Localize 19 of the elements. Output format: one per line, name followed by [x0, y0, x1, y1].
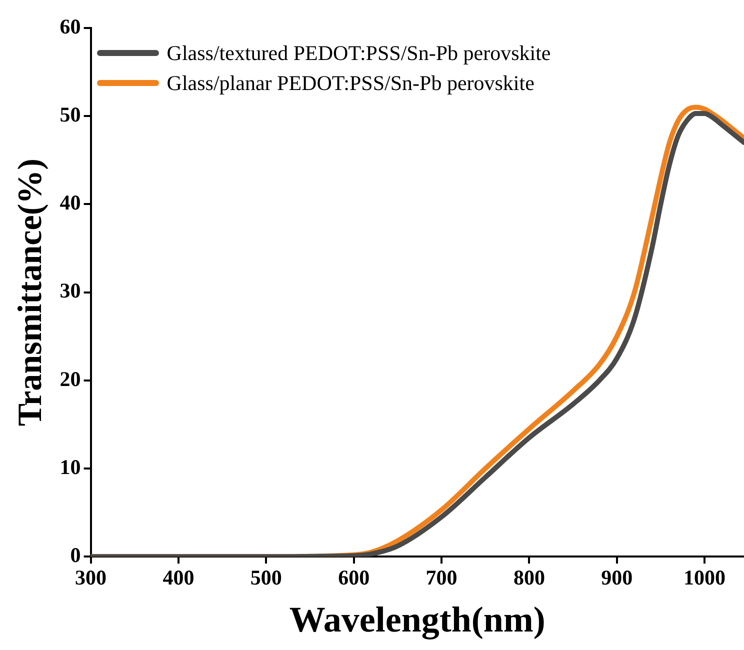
- legend-label: Glass/textured PEDOT:PSS/Sn-Pb perovskite: [166, 40, 551, 67]
- x-tick-label: 600: [338, 566, 370, 590]
- x-axis-title: Wavelength(nm): [289, 600, 546, 640]
- y-axis-title: Transmittance(%): [12, 158, 50, 426]
- y-tick-label: 60: [60, 14, 81, 38]
- x-tick-label: 300: [75, 566, 107, 590]
- x-tick-label: 1000: [684, 566, 726, 590]
- y-tick-label: 0: [70, 543, 81, 568]
- x-tick-label: 900: [601, 566, 633, 590]
- y-tick-label: 10: [60, 454, 81, 479]
- x-tick-label: 400: [162, 566, 194, 590]
- y-tick-label: 50: [60, 102, 81, 127]
- y-tick-label: 20: [60, 366, 81, 391]
- x-tick-label: 800: [513, 566, 545, 590]
- x-tick-label: 500: [250, 566, 282, 590]
- legend-label: Glass/planar PEDOT:PSS/Sn-Pb perovskite: [166, 70, 534, 97]
- x-tick-label: 700: [426, 566, 458, 590]
- y-tick-label: 30: [60, 278, 81, 303]
- y-tick-label: 40: [60, 190, 81, 215]
